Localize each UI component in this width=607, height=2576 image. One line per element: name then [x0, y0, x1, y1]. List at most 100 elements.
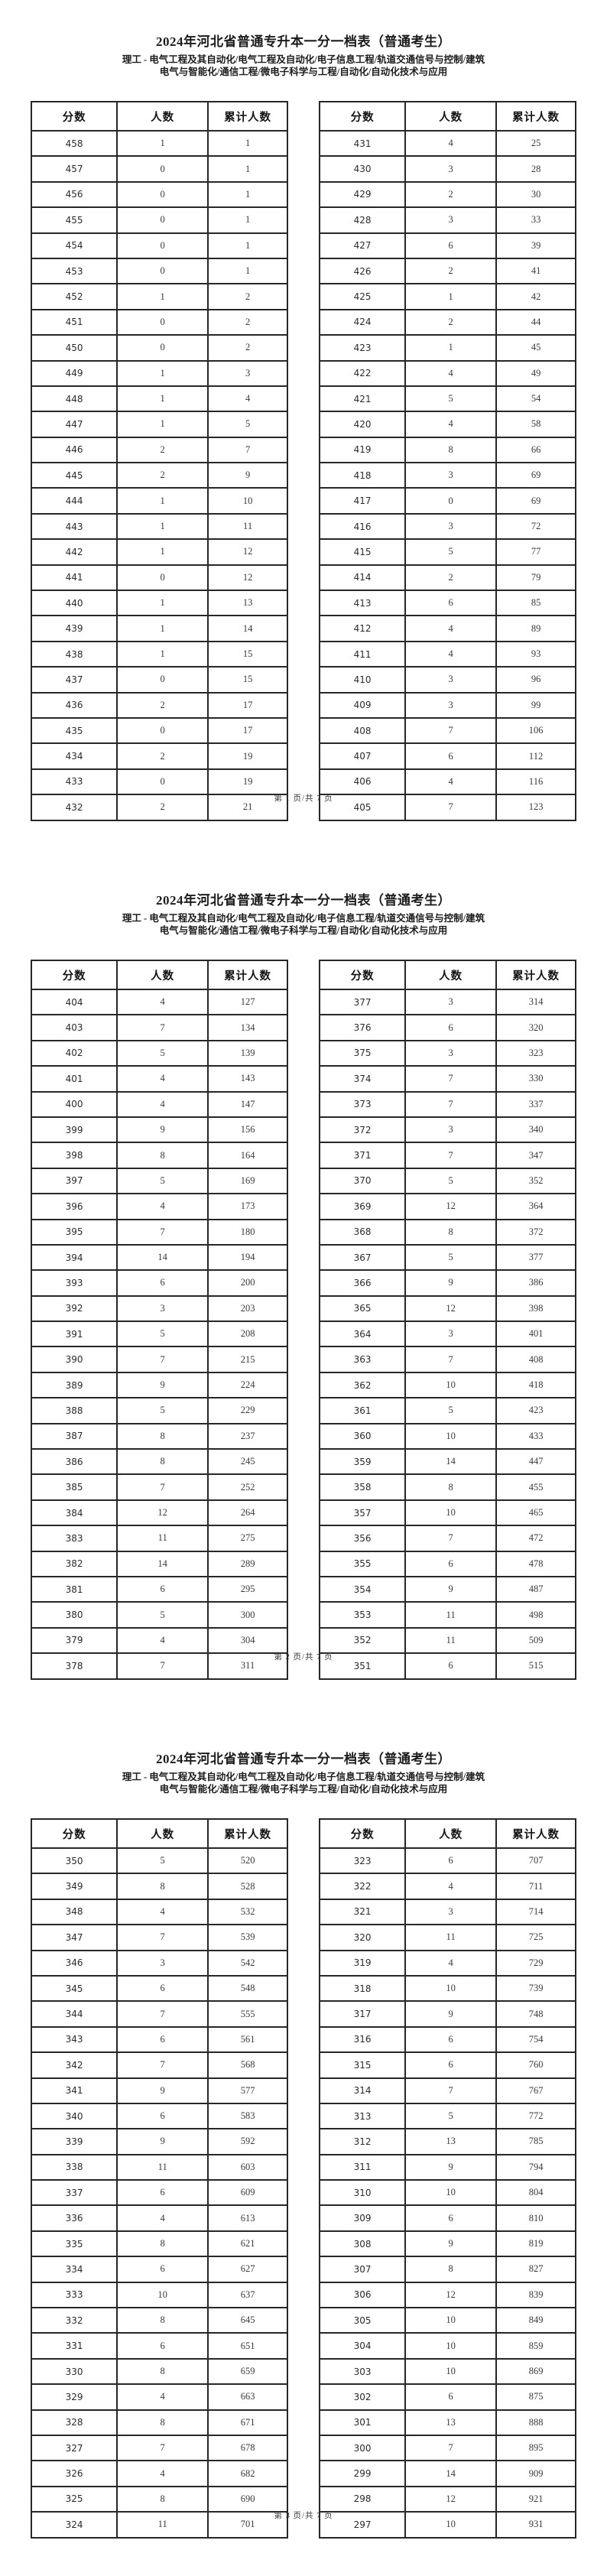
cumulative-cell: 372	[495, 1218, 576, 1246]
subtitle-line-1: 理工 - 电气工程及其自动化/电气工程及自动化/电子信息工程/轨道交通信号与控制…	[122, 1772, 485, 1782]
table-row: 348 4 532	[30, 1898, 288, 1926]
column-header: 分数	[318, 1818, 407, 1849]
table-row: 410 3 96	[318, 666, 576, 694]
cumulative-cell: 77	[495, 538, 576, 566]
score-cell: 392	[30, 1294, 118, 1323]
score-cell: 364	[318, 1320, 407, 1348]
cumulative-cell: 300	[207, 1601, 288, 1629]
count-cell: 14	[404, 1448, 498, 1476]
header-row: 分数 人数 累计人数	[30, 101, 288, 132]
score-cell: 457	[30, 155, 118, 183]
cumulative-cell: 627	[207, 2256, 288, 2283]
score-cell: 314	[318, 2077, 407, 2104]
table-row: 352 11 509	[318, 1626, 576, 1655]
count-cell: 6	[404, 232, 498, 259]
table-row: 298 12 921	[318, 2485, 576, 2513]
count-cell: 5	[404, 1243, 498, 1272]
cumulative-cell: 127	[207, 988, 288, 1016]
table-row: 303 10 869	[318, 2357, 576, 2386]
score-cell: 371	[318, 1142, 407, 1169]
count-cell: 7	[116, 1014, 209, 1041]
count-cell: 10	[404, 1371, 498, 1399]
table-row: 364 3 401	[318, 1320, 576, 1348]
count-cell: 4	[404, 768, 498, 796]
score-cell: 360	[318, 1422, 407, 1450]
table-row: 404 4 127	[30, 988, 288, 1016]
cumulative-cell: 714	[495, 1898, 576, 1926]
table-row: 343 6 561	[30, 2025, 288, 2054]
cumulative-cell: 4	[207, 385, 288, 413]
count-cell: 6	[404, 2204, 498, 2232]
score-cell: 436	[30, 691, 118, 719]
count-cell: 8	[404, 1218, 498, 1246]
score-cell: 310	[318, 2179, 407, 2207]
count-cell: 8	[116, 2485, 209, 2513]
column-header: 累计人数	[207, 101, 288, 132]
cumulative-cell: 19	[207, 768, 288, 796]
score-cell: 355	[318, 1550, 407, 1577]
count-cell: 2	[116, 691, 209, 719]
count-cell: 3	[404, 666, 498, 694]
count-cell: 7	[404, 1090, 498, 1118]
count-cell: 5	[116, 1601, 209, 1629]
score-cell: 341	[30, 2077, 118, 2104]
table-row: 438 1 15	[30, 640, 288, 668]
cumulative-cell: 12	[207, 538, 288, 566]
score-cell: 338	[30, 2153, 118, 2181]
subtitle-line-2: 电气与智能化/通信工程/微电子科学与工程/自动化/自动化技术与应用	[159, 925, 448, 936]
cumulative-cell: 701	[207, 2511, 288, 2539]
score-cell: 396	[30, 1193, 118, 1220]
table-row: 297 10 931	[318, 2511, 576, 2539]
column-header: 人数	[404, 101, 498, 132]
cumulative-cell: 139	[207, 1039, 288, 1067]
count-cell: 11	[116, 1525, 209, 1552]
score-cell: 424	[318, 308, 407, 336]
table-row: 326 4 682	[30, 2460, 288, 2487]
table-row: 375 3 323	[318, 1039, 576, 1067]
column-header: 累计人数	[495, 101, 576, 132]
count-cell: 11	[404, 1924, 498, 1951]
table-row: 358 8 455	[318, 1473, 576, 1501]
count-cell: 12	[116, 1499, 209, 1527]
count-cell: 5	[404, 538, 498, 566]
table-row: 420 4 58	[318, 411, 576, 438]
table-row: 359 14 447	[318, 1448, 576, 1476]
score-cell: 398	[30, 1142, 118, 1169]
table-row: 432 2 21	[30, 794, 288, 821]
table-row: 418 3 69	[318, 462, 576, 489]
score-cell: 377	[318, 988, 407, 1016]
header-row: 分数 人数 累计人数	[318, 960, 576, 990]
score-cell: 312	[318, 2128, 407, 2155]
count-cell: 12	[404, 2485, 498, 2513]
score-cell: 384	[30, 1499, 118, 1527]
score-cell: 349	[30, 1873, 118, 1900]
table-row: 452 1 2	[30, 283, 288, 310]
count-cell: 5	[116, 1167, 209, 1195]
table-row: 306 12 839	[318, 2281, 576, 2309]
count-cell: 6	[116, 2256, 209, 2283]
cumulative-cell: 398	[495, 1294, 576, 1323]
table-row: 325 8 690	[30, 2485, 288, 2513]
count-cell: 9	[404, 2000, 498, 2028]
score-cell: 309	[318, 2204, 407, 2232]
score-cell: 342	[30, 2051, 118, 2079]
score-cell: 358	[318, 1473, 407, 1501]
count-cell: 10	[404, 1974, 498, 2003]
count-cell: 0	[116, 155, 209, 183]
cumulative-cell: 1	[207, 232, 288, 259]
page-footer: 第 2 页/共 7 页	[274, 1653, 333, 1662]
cumulative-cell: 528	[207, 1873, 288, 1900]
cumulative-cell: 311	[207, 1652, 288, 1680]
column-header: 累计人数	[207, 1818, 288, 1849]
cumulative-cell: 337	[495, 1090, 576, 1118]
table-row: 308 9 819	[318, 2230, 576, 2258]
cumulative-cell: 106	[495, 716, 576, 745]
score-cell: 372	[318, 1116, 407, 1144]
table-row: 411 4 93	[318, 640, 576, 668]
score-cell: 394	[30, 1243, 118, 1272]
count-cell: 4	[116, 1193, 209, 1220]
cumulative-cell: 21	[207, 794, 288, 821]
count-cell: 8	[116, 1448, 209, 1476]
score-cell: 304	[318, 2332, 407, 2360]
cumulative-cell: 340	[495, 1116, 576, 1144]
